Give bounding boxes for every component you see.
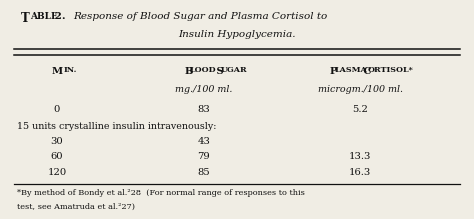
Text: 43: 43 [197, 137, 210, 146]
Text: mg./100 ml.: mg./100 ml. [175, 85, 233, 94]
Text: S: S [213, 67, 224, 76]
Text: B: B [185, 67, 193, 76]
Text: 30: 30 [51, 137, 63, 146]
Text: microgm./100 ml.: microgm./100 ml. [318, 85, 403, 94]
Text: ABLE: ABLE [30, 12, 58, 21]
Text: UGAR: UGAR [220, 66, 247, 74]
Text: 79: 79 [198, 152, 210, 161]
Text: 0: 0 [54, 105, 60, 114]
Text: 15 units crystalline insulin intravenously:: 15 units crystalline insulin intravenous… [17, 122, 216, 131]
Text: 85: 85 [198, 168, 210, 177]
Text: 5.2: 5.2 [352, 105, 368, 114]
Text: 83: 83 [198, 105, 210, 114]
Text: ORTISOL*: ORTISOL* [367, 66, 413, 74]
Text: P: P [329, 67, 337, 76]
Text: *By method of Bondy et al.²28  (For normal range of responses to this: *By method of Bondy et al.²28 (For norma… [17, 189, 304, 197]
Text: test, see Amatruda et al.²27): test, see Amatruda et al.²27) [17, 203, 135, 211]
Text: IN.: IN. [64, 66, 77, 74]
Text: C: C [360, 67, 372, 76]
Text: LASMA: LASMA [334, 66, 367, 74]
Text: Insulin Hypoglycemia.: Insulin Hypoglycemia. [178, 30, 296, 39]
Text: T: T [21, 12, 30, 25]
Text: Response of Blood Sugar and Plasma Cortisol to: Response of Blood Sugar and Plasma Corti… [73, 12, 328, 21]
Text: 16.3: 16.3 [349, 168, 371, 177]
Text: 120: 120 [47, 168, 66, 177]
Text: 13.3: 13.3 [349, 152, 372, 161]
Text: 60: 60 [51, 152, 63, 161]
Text: 2.: 2. [51, 12, 66, 21]
Text: LOOD: LOOD [190, 66, 216, 74]
Text: M: M [51, 67, 63, 76]
